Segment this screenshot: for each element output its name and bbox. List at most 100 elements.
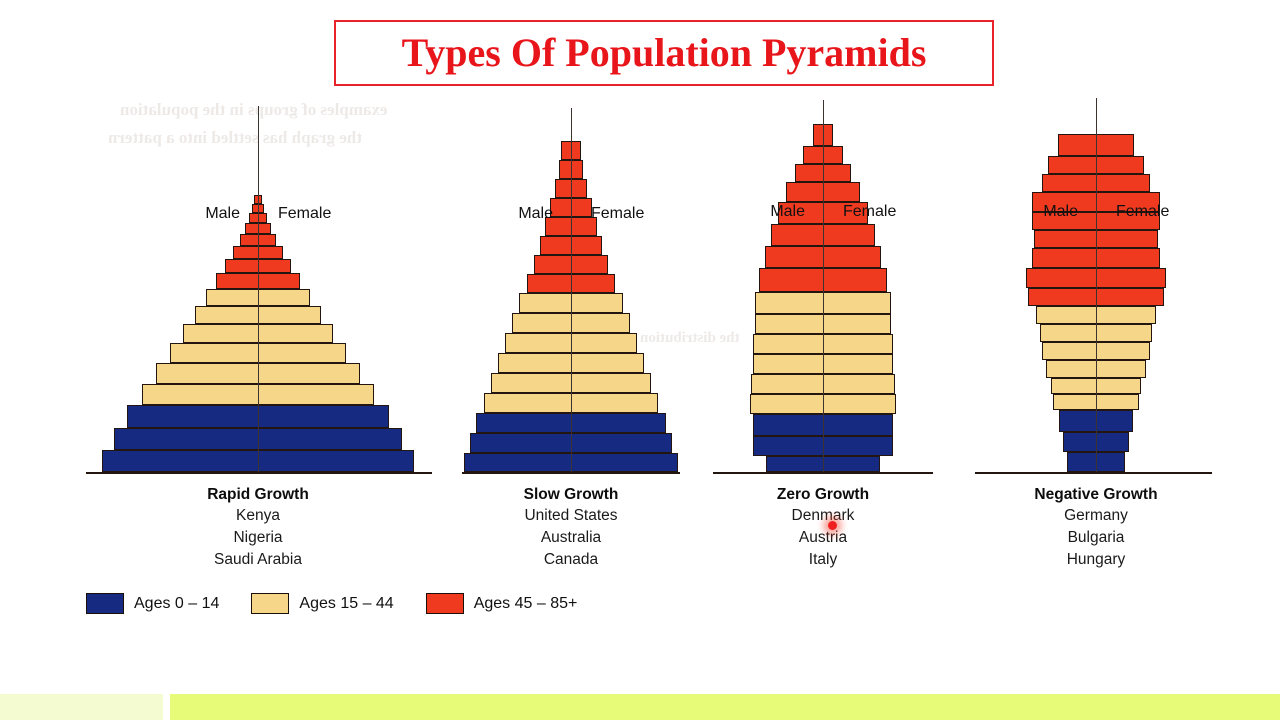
laser-pointer-dot [828,521,837,530]
pyramid-bar-male [753,414,823,436]
pyramid-bar-row [1028,288,1164,306]
pyramid-baseline [86,472,432,474]
pyramid-bar-female [823,456,880,472]
legend-item: Ages 45 – 85+ [425,593,578,614]
pyramid-bar-female [823,246,881,268]
female-label: Female [591,205,645,222]
pyramid-bar-row [142,384,374,405]
pyramid-bar-row [750,394,896,414]
pyramid-bar-row [1040,324,1152,342]
pyramid-caption: Zero Growth Denmark Austria Italy [683,484,963,571]
pyramid-bar-male [170,343,258,363]
pyramid-bar-female [258,223,271,234]
pyramid-bar-female [1096,156,1144,174]
pyramid-bar-male [127,405,258,428]
pyramid-bar-row [559,160,583,179]
pyramid-bar-female [1096,360,1146,378]
pyramid-caption-country: Austria [798,529,848,546]
pyramid-bar-female [1096,134,1134,156]
pyramid-bar-female [1096,452,1125,472]
pyramid-bar-female [571,353,644,373]
pyramid-bar-male [559,160,571,179]
pyramid-bar-row [1053,394,1139,410]
pyramid-bar-female [258,259,291,273]
footer-strip-left [0,694,163,720]
pyramid-center-axis [258,106,259,472]
pyramid-bar-male [1028,288,1096,306]
pyramid-bar-female [571,373,651,393]
pyramid-bar-female [571,293,623,313]
pyramid-bar-female [823,394,896,414]
pyramid-bar-female [823,182,860,202]
pyramid-bar-row [766,456,880,472]
pyramid-bar-female [258,213,267,223]
pyramid-bar-female [258,246,283,259]
pyramid-bar-female [1096,288,1164,306]
female-label: Female [278,205,332,222]
pyramid-bar-male [1059,410,1096,432]
pyramid-bar-female [823,414,893,436]
pyramid-bar-female [258,428,402,450]
pyramid-bar-male [498,353,571,373]
pyramid-bar-male [1032,212,1096,230]
pyramid-bar-female [258,306,321,324]
pyramid-bar-row [1067,452,1125,472]
pyramid-bar-male [545,217,571,236]
pyramid-baseline [975,472,1212,474]
pyramid-bar-male [755,292,823,314]
pyramid-bar-row [803,146,843,164]
pyramid-bar-male [1026,268,1096,288]
pyramid-bar-row [751,374,895,394]
pyramid-bar-female [258,450,414,472]
legend-color-swatch [425,593,464,614]
pyramid-bar-male [183,324,258,343]
pyramid-bar-row [1048,156,1144,174]
pyramid-bar-row [512,313,630,333]
pyramid-bar-female [1096,248,1160,268]
pyramid-bar-female [1096,306,1156,324]
pyramid-bar-male [1067,452,1096,472]
pyramid-bar-row [786,182,860,202]
pyramid-bar-row [765,246,881,268]
legend-label: Ages 15 – 44 [299,594,394,612]
pyramid-bar-female [1096,268,1166,288]
female-label: Female [1116,203,1170,220]
pyramid-bar-row [550,198,592,217]
pyramid-bar-male [156,363,258,384]
pyramid-bar-female [258,324,333,343]
pyramid-caption-country: Denmark [791,507,855,524]
legend: Ages 0 – 14 Ages 15 – 44 Ages 45 – 85+ [86,593,609,614]
pyramid-bar-male [519,293,571,313]
pyramid-bar-row [470,433,672,453]
pyramid-bar-female [823,334,893,354]
pyramid-bar-row [1032,248,1160,268]
pyramid-bar-row [206,289,310,306]
pyramid-bar-male [484,393,571,413]
pyramid-bar-row [225,259,291,273]
pyramid-caption-title: Zero Growth [776,486,870,503]
male-label: Male [518,205,553,222]
pyramid-bar-male [527,274,571,293]
pyramid-bar-female [1096,342,1150,360]
pyramid-bar-female [1096,174,1150,192]
pyramid-bar-male [550,198,571,217]
legend-label: Ages 45 – 85+ [473,594,578,612]
pyramid-bar-male [1053,394,1096,410]
pyramid-bar-female [1096,410,1133,432]
pyramid-bar-row [555,179,587,198]
pyramid-bar-female [571,393,658,413]
pyramid-bar-male [464,453,571,472]
pyramid-bar-female [571,198,592,217]
pyramid-bar-male [750,394,823,414]
pyramid-bar-row [545,217,597,236]
pyramid-bar-male [803,146,823,164]
pyramid-bar-female [258,405,389,428]
pyramid-center-axis [1096,98,1097,472]
pyramid-baseline [713,472,933,474]
pyramid-bar-row [1026,268,1166,288]
pyramid-center-axis [571,108,572,472]
pyramid-bar-female [571,453,678,472]
pyramid-bar-female [258,363,360,384]
pyramid-bar-male [1034,230,1096,248]
legend-item: Ages 15 – 44 [251,593,394,614]
